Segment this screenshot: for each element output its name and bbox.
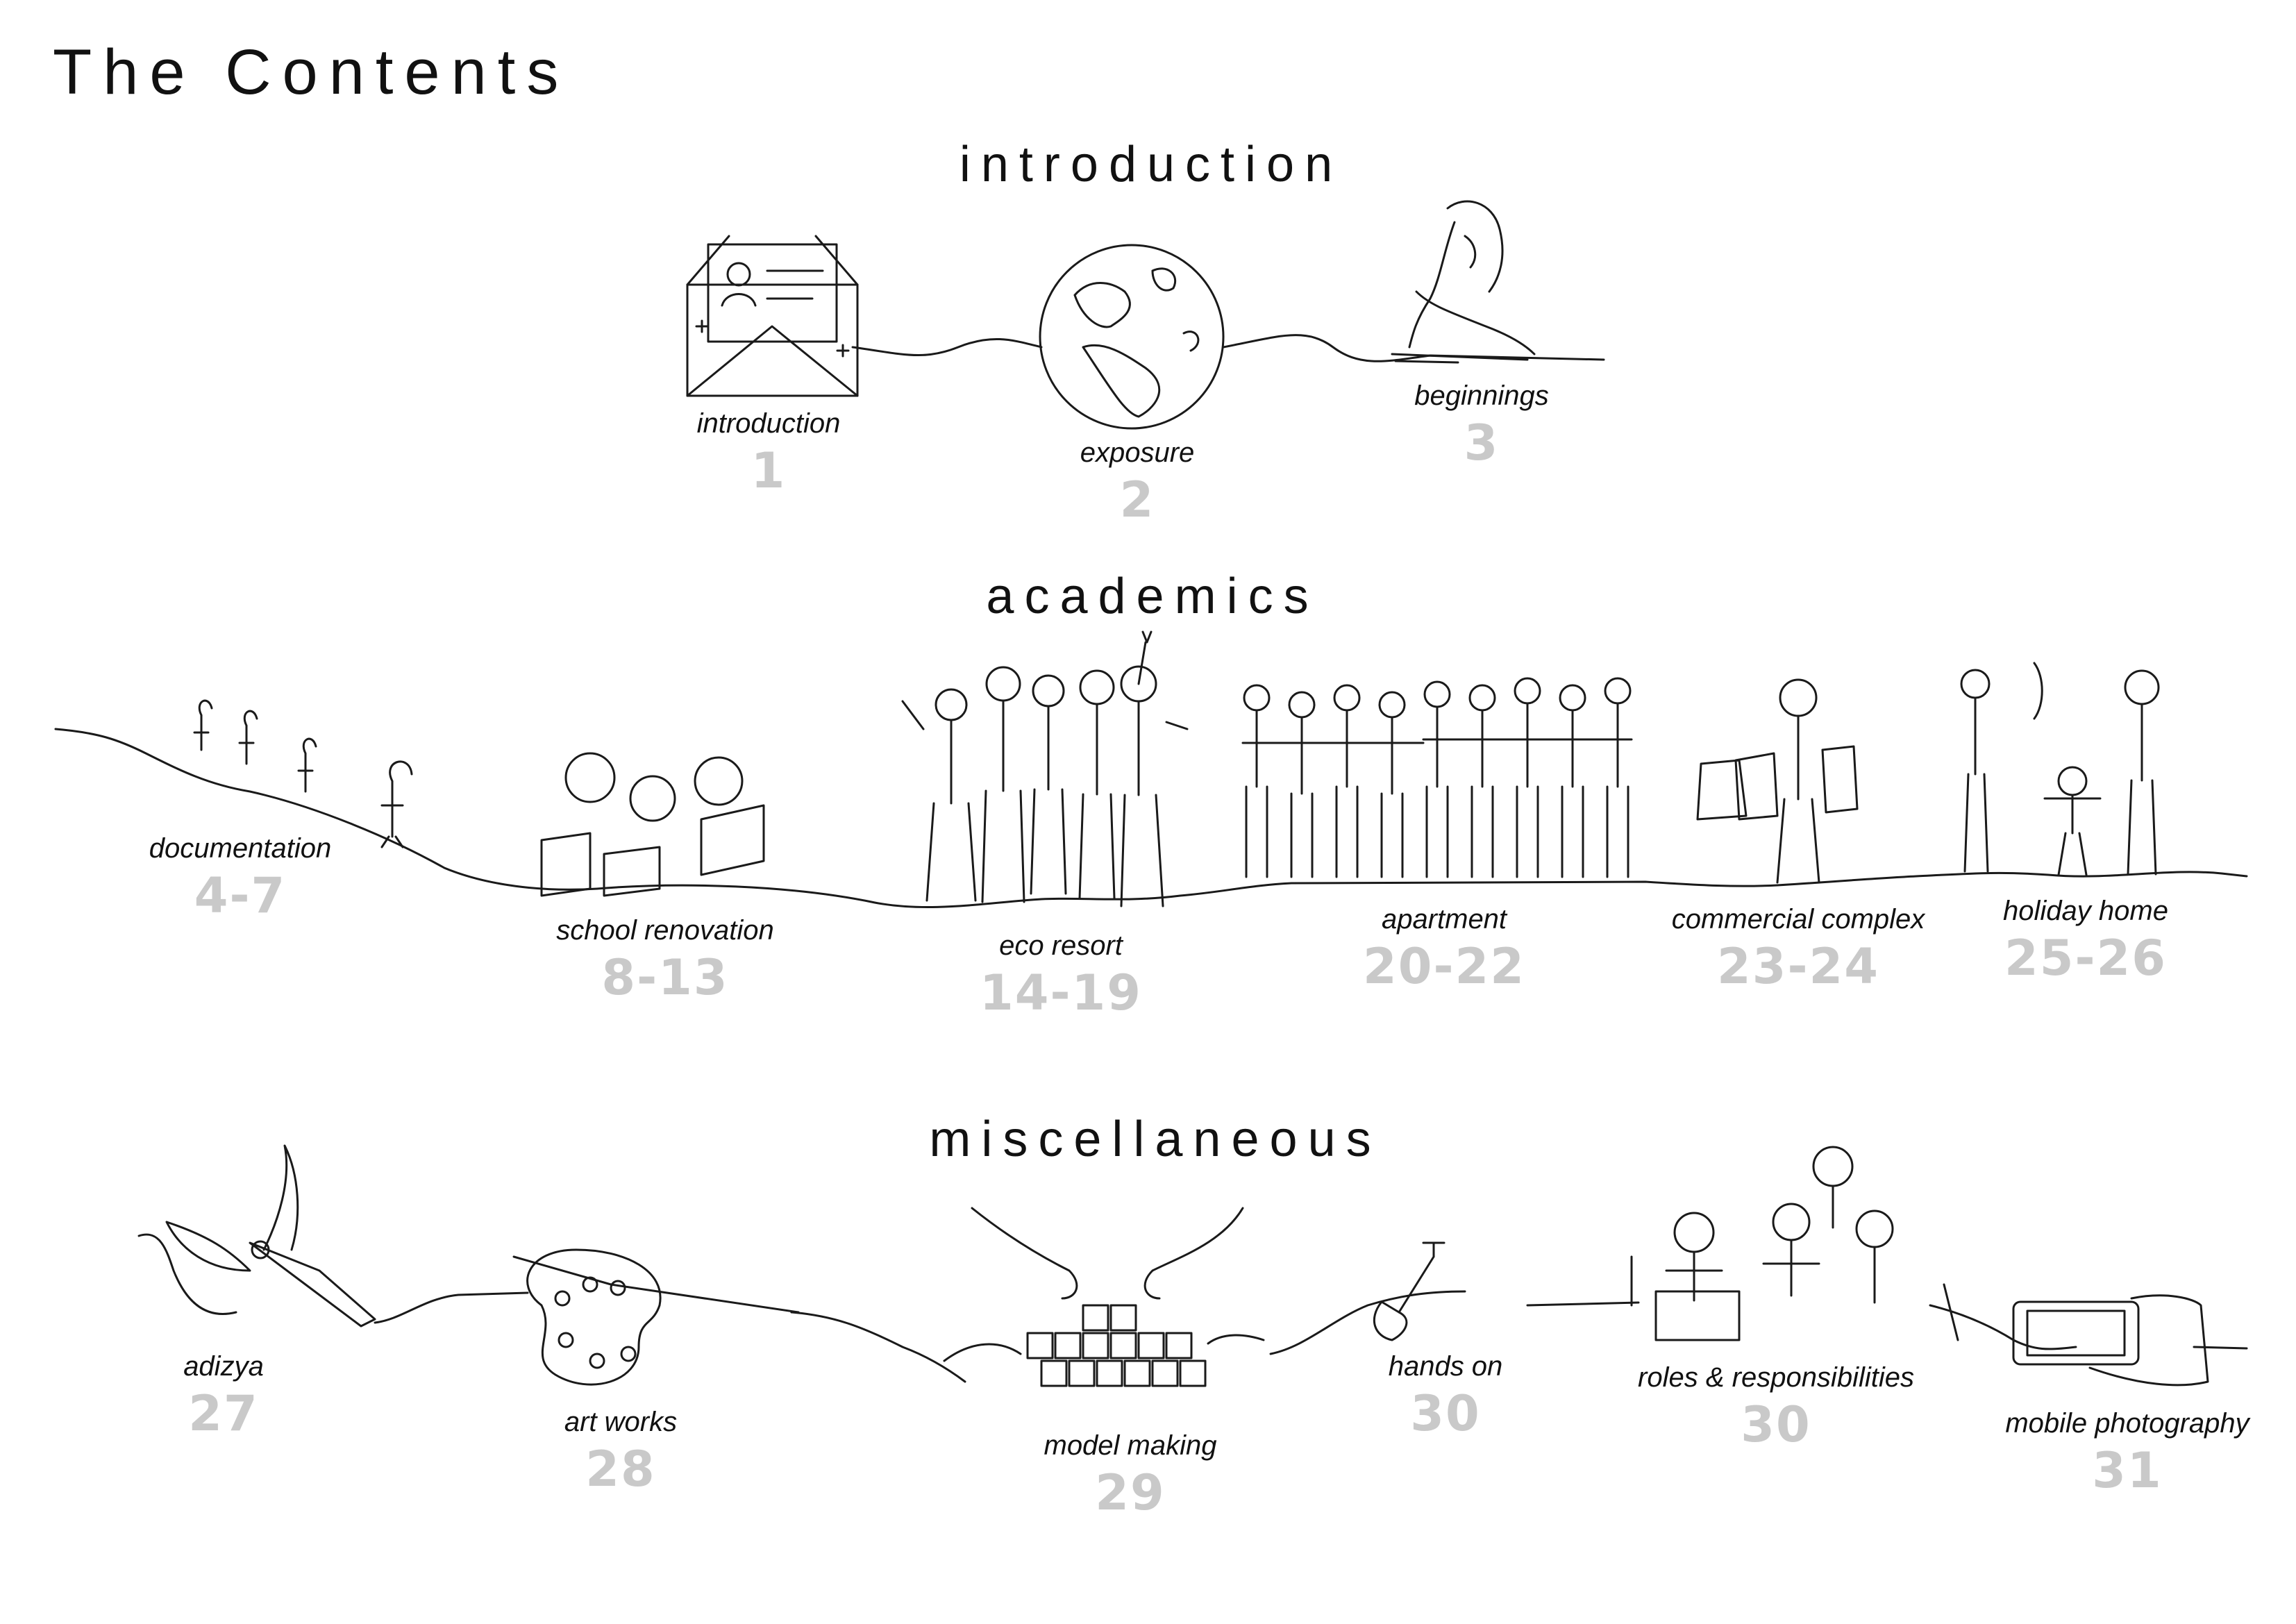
contents-item-roles-responsibilities[interactable]: roles & responsibilities 30 <box>1638 1362 1914 1453</box>
children-reading-icon <box>540 752 765 897</box>
connector-line <box>54 728 2248 908</box>
hands-blocks-icon <box>943 1207 1265 1387</box>
item-label: school renovation <box>556 915 774 946</box>
contents-item-commercial-complex[interactable]: commercial complex 23-24 <box>1672 904 1925 995</box>
item-label: hands on <box>1388 1351 1503 1382</box>
contents-item-apartment[interactable]: apartment 20-22 <box>1363 904 1525 995</box>
item-page-number: 2 <box>1119 471 1155 528</box>
connector-line <box>137 1233 237 1315</box>
item-label: art works <box>564 1407 678 1437</box>
section-heading-introduction: introduction <box>959 137 1343 192</box>
item-page-number: 27 <box>188 1385 259 1442</box>
connector-line <box>1222 334 1605 362</box>
connector-line <box>790 1311 966 1383</box>
contents-item-hands-on[interactable]: hands on 30 <box>1389 1351 1503 1442</box>
connector-line <box>2193 1346 2248 1350</box>
item-label: documentation <box>149 833 332 864</box>
globe-icon <box>1039 244 1225 430</box>
item-label: exposure <box>1080 437 1195 468</box>
item-label: mobile photography <box>2005 1408 2249 1439</box>
connector-line <box>1526 1301 1640 1307</box>
contents-item-introduction[interactable]: introduction 1 <box>697 408 841 499</box>
connector-line <box>851 337 1043 356</box>
team-meeting-icon <box>1630 1146 1959 1341</box>
paint-palette-icon <box>512 1248 800 1386</box>
item-page-number: 28 <box>585 1441 656 1498</box>
envelope-letter-icon <box>686 235 859 397</box>
pen-bow-icon <box>165 1144 376 1328</box>
item-label: adizya <box>183 1351 264 1382</box>
section-heading-academics: academics <box>986 569 1319 624</box>
contents-item-beginnings[interactable]: beginnings 3 <box>1414 380 1549 471</box>
item-page-number: 23-24 <box>1717 938 1879 995</box>
item-page-number: 20-22 <box>1363 938 1525 995</box>
friends-group-icon <box>901 630 1189 907</box>
item-label: model making <box>1044 1430 1217 1461</box>
shovel-icon <box>1373 1241 1446 1341</box>
item-label: apartment <box>1381 904 1507 935</box>
item-label: beginnings <box>1414 380 1549 411</box>
contents-item-school-renovation[interactable]: school renovation 8-13 <box>556 915 774 1006</box>
item-page-number: 29 <box>1095 1464 1166 1521</box>
item-label: commercial complex <box>1671 904 1925 935</box>
item-label: eco resort <box>999 930 1123 961</box>
item-page-number: 30 <box>1410 1385 1481 1442</box>
item-page-number: 4-7 <box>194 867 287 924</box>
item-label: holiday home <box>2003 896 2168 926</box>
contents-item-exposure[interactable]: exposure 2 <box>1080 437 1195 528</box>
hikers-icon <box>193 699 413 848</box>
item-page-number: 14-19 <box>980 964 1142 1021</box>
contents-item-holiday-home[interactable]: holiday home 25-26 <box>2003 896 2168 987</box>
contents-item-adizya[interactable]: adizya 27 <box>183 1351 264 1442</box>
connector-line <box>374 1291 529 1324</box>
item-page-number: 3 <box>1464 415 1500 471</box>
item-page-number: 1 <box>751 442 787 499</box>
item-label: introduction <box>696 408 841 439</box>
hand-phone-icon <box>2012 1294 2209 1387</box>
shopper-icon <box>1696 678 1859 884</box>
connector-line <box>1269 1290 1466 1355</box>
item-label: roles & responsibilities <box>1638 1362 1914 1393</box>
contents-item-eco-resort[interactable]: eco resort 14-19 <box>980 930 1142 1021</box>
contents-item-art-works[interactable]: art works 28 <box>564 1407 677 1498</box>
contents-item-model-making[interactable]: model making 29 <box>1044 1430 1216 1521</box>
item-page-number: 30 <box>1741 1396 1811 1453</box>
family-walking-icon <box>1960 662 2160 876</box>
page-title: The Contents <box>53 37 570 108</box>
people-lineup-icon <box>1241 677 1633 878</box>
item-page-number: 31 <box>2092 1442 2163 1499</box>
item-page-number: 8-13 <box>601 949 729 1006</box>
section-heading-miscellaneous: miscellaneous <box>929 1112 1382 1167</box>
girl-drawing-icon <box>1391 200 1536 364</box>
item-page-number: 25-26 <box>2004 930 2167 987</box>
contents-item-mobile-photography[interactable]: mobile photography 31 <box>2005 1408 2249 1499</box>
contents-item-documentation[interactable]: documentation 4-7 <box>149 833 331 924</box>
